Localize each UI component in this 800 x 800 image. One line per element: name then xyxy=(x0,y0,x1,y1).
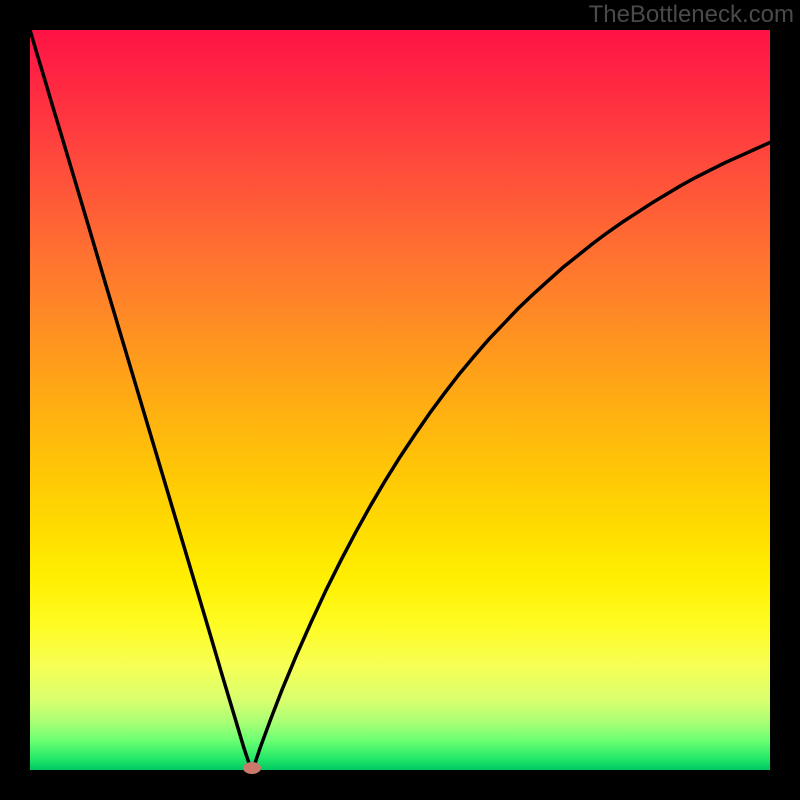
minimum-marker xyxy=(243,762,261,774)
bottleneck-chart xyxy=(0,0,800,800)
watermark-text: TheBottleneck.com xyxy=(589,1,794,29)
